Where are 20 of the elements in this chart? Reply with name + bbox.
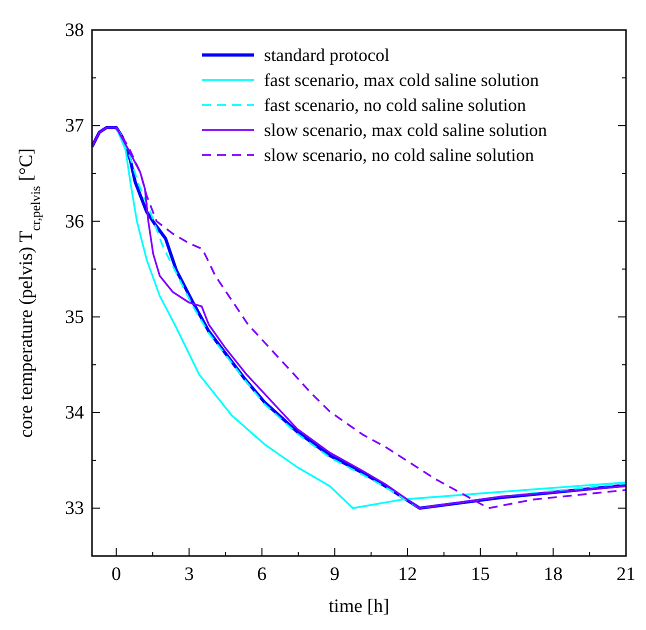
x-tick-label: 12 xyxy=(398,564,418,585)
legend-label: standard protocol xyxy=(264,45,390,65)
legend-label: slow scenario, no cold saline solution xyxy=(264,145,534,165)
legend-label: fast scenario, no cold saline solution xyxy=(264,95,526,115)
y-tick-label: 34 xyxy=(65,402,84,424)
x-axis-title: time [h] xyxy=(328,596,390,617)
y-tick-label: 37 xyxy=(65,116,84,137)
legend-label: slow scenario, max cold saline solution xyxy=(264,120,547,140)
y-tick-label: 38 xyxy=(65,20,84,41)
x-tick-label: 15 xyxy=(470,564,490,585)
x-tick-label: 0 xyxy=(112,564,122,585)
x-tick-label: 9 xyxy=(330,564,340,585)
legend-label: fast scenario, max cold saline solution xyxy=(264,70,539,90)
y-tick-label: 35 xyxy=(65,306,84,328)
y-tick-label: 33 xyxy=(65,498,84,520)
x-tick-label: 18 xyxy=(544,564,563,585)
x-tick-label: 21 xyxy=(616,564,636,585)
y-tick-label: 36 xyxy=(65,211,84,232)
x-tick-label: 3 xyxy=(184,564,194,585)
x-tick-label: 6 xyxy=(257,564,267,585)
